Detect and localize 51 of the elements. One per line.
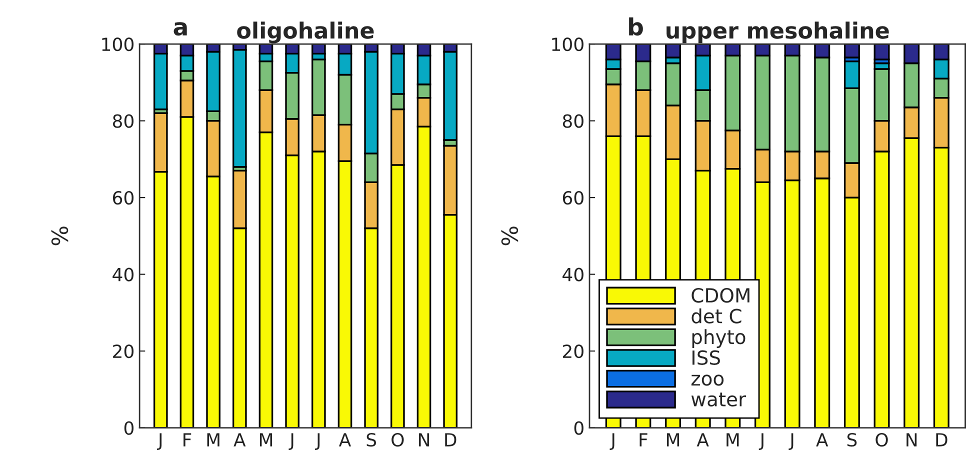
x-tick-label: F — [184, 433, 192, 446]
x-tick-label: A — [338, 433, 352, 446]
x-tick-label: J — [157, 433, 162, 450]
x-tick-label: S — [847, 432, 857, 447]
y-axis-title: % — [51, 226, 68, 246]
y-tick-label: 100 — [552, 38, 584, 52]
legend-label: phyto — [692, 329, 746, 348]
x-tick-label: A — [816, 433, 828, 446]
legend-label: CDOM — [692, 288, 750, 303]
x-tick-label: M — [666, 433, 680, 446]
bar — [844, 44, 860, 58]
x-tick-label: A — [696, 433, 709, 446]
legend-label: ISS — [692, 350, 720, 365]
x-tick-label: S — [366, 432, 376, 447]
y-tick-label: 80 — [562, 114, 584, 128]
x-tick-label: J — [288, 433, 294, 450]
x-tick-label: N — [906, 433, 917, 446]
y-tick-label: 40 — [562, 268, 584, 282]
x-tick-label: J — [610, 433, 614, 450]
x-tick-label: M — [207, 433, 220, 446]
y-tick-label: 80 — [112, 114, 134, 128]
x-tick-label: J — [758, 433, 764, 450]
y-tick-label: 20 — [113, 344, 134, 358]
y-tick-label: 40 — [112, 268, 134, 282]
bar — [232, 48, 247, 168]
y-tick-label: 100 — [102, 38, 134, 52]
x-tick-label: A — [234, 433, 246, 446]
y-tick-label: 0 — [124, 421, 134, 435]
x-tick-label: N — [419, 433, 429, 446]
text: b — [629, 17, 643, 36]
x-tick-label: O — [876, 432, 888, 447]
y-tick-label: 20 — [562, 344, 584, 358]
x-tick-label: F — [640, 433, 648, 446]
x-tick-label: J — [788, 433, 794, 450]
x-tick-label: D — [936, 433, 948, 446]
legend-label: water — [691, 392, 746, 407]
chart-title: upper mesohaline — [666, 22, 889, 44]
text: a — [174, 22, 187, 36]
y-tick-label: 0 — [574, 421, 584, 435]
x-tick-label: D — [445, 433, 456, 446]
legend-label: zoo — [691, 374, 724, 386]
bar — [874, 44, 890, 60]
y-axis-title: % — [501, 226, 518, 246]
x-tick-label: M — [260, 433, 272, 446]
legend-label: det C — [692, 308, 742, 324]
x-tick-label: J — [315, 433, 320, 450]
y-tick-label: 60 — [562, 191, 584, 205]
x-tick-label: O — [392, 432, 404, 447]
chart-title: oligohaline — [237, 22, 374, 44]
x-tick-label: M — [726, 433, 739, 446]
y-tick-label: 60 — [112, 191, 134, 205]
